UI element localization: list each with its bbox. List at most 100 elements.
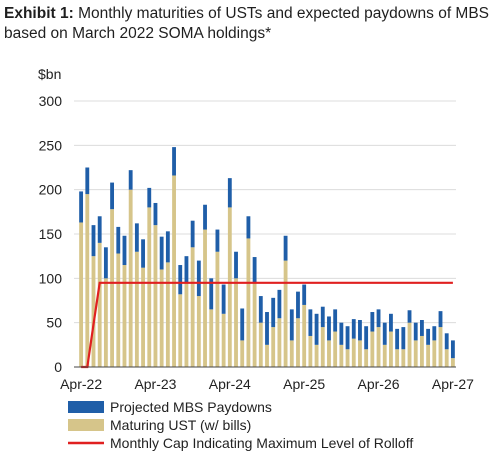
bar-mbs [178, 265, 183, 295]
bar-ust [314, 344, 319, 367]
bar-mbs [184, 256, 189, 283]
bar-mbs [79, 191, 84, 223]
bar-ust [159, 269, 164, 367]
bar-ust [289, 340, 294, 367]
bar-ust [184, 282, 189, 367]
bar-mbs [296, 291, 300, 319]
bar-mbs [370, 312, 375, 332]
chart-title: Exhibit 1: Monthly maturities of USTs an… [4, 4, 496, 44]
bar-mbs [426, 328, 431, 345]
bar-ust [376, 327, 381, 367]
bar-mbs [327, 316, 331, 341]
bar-ust [413, 340, 418, 367]
bar-ust [327, 340, 331, 367]
bar-ust [122, 265, 127, 367]
bar-mbs [345, 326, 350, 350]
y-tick-labels: 0 50 100 150 200 250 300 [39, 93, 63, 375]
bar-ust [308, 335, 313, 367]
title-text: Monthly maturities of USTs and expected … [4, 5, 490, 42]
bar-ust [401, 349, 406, 367]
bar-ust [172, 175, 176, 367]
bar-mbs [432, 326, 437, 341]
bar-mbs [277, 289, 282, 319]
bar-ust [203, 229, 207, 367]
bar-ust [116, 253, 121, 367]
bar-ust [345, 349, 350, 367]
bar-mbs [215, 229, 220, 252]
bar-ust [389, 331, 393, 367]
bar-ust [426, 344, 431, 367]
legend-swatch [68, 401, 104, 413]
x-tick-label: Apr-23 [134, 376, 176, 392]
bar-ust [265, 344, 269, 367]
bar-mbs [289, 309, 294, 341]
bar-mbs [165, 231, 170, 263]
bar-mbs [271, 297, 276, 328]
bar-ust [240, 340, 245, 367]
bar-mbs [85, 167, 90, 195]
bar-mbs [320, 306, 325, 328]
legend-label: Projected MBS Paydowns [110, 399, 272, 415]
bar-mbs [308, 309, 313, 336]
bar-mbs [413, 322, 418, 341]
bar-ust [320, 327, 325, 367]
bar-ust [370, 331, 375, 367]
bar-mbs [389, 313, 393, 332]
bar-mbs [97, 216, 102, 243]
bar-ust [178, 294, 183, 367]
exhibit-label: Exhibit 1: [4, 5, 74, 22]
bar-mbs [110, 182, 115, 210]
legend: Projected MBS Paydowns Maturing UST (w/ b… [68, 399, 413, 451]
bar-mbs [240, 308, 245, 341]
bar-mbs [283, 235, 288, 261]
bar-ust [141, 267, 145, 367]
bar-ust [246, 238, 251, 367]
cap-line-group [81, 281, 453, 369]
bar-ust [450, 358, 455, 367]
bar-ust [85, 194, 90, 367]
bar-ust [283, 260, 288, 367]
bar-ust [128, 189, 133, 367]
bar-mbs [314, 313, 319, 345]
bar-ust [271, 327, 276, 367]
legend-label: Monthly Cap Indicating Maximum Level of … [110, 435, 413, 451]
bar-ust [277, 318, 282, 367]
bar-mbs [103, 247, 108, 279]
bar-ust [302, 304, 307, 367]
y-unit-label: $bn [38, 66, 61, 82]
bar-mbs [159, 236, 164, 270]
bar-mbs [190, 220, 195, 248]
x-tick-label: Apr-24 [209, 376, 251, 392]
bar-mbs [364, 326, 369, 350]
bar-mbs [382, 322, 387, 345]
bar-mbs [419, 320, 424, 336]
y-tick-label: 0 [54, 359, 62, 375]
bar-ust [221, 313, 226, 367]
legend-label: Maturing UST (w/ bills) [110, 417, 251, 433]
bar-mbs [203, 204, 207, 230]
bar-mbs [221, 284, 226, 314]
bar-mbs [376, 309, 381, 328]
bar-mbs [333, 309, 338, 332]
bar-ust [358, 340, 362, 367]
bar-mbs [128, 170, 133, 190]
bar-mbs [147, 187, 152, 208]
bar-ust [134, 251, 139, 367]
bar-ust [153, 225, 158, 367]
bar-ust [97, 242, 102, 367]
bar-mbs [116, 226, 121, 254]
bar-ust [333, 331, 338, 367]
y-tick-label: 250 [39, 137, 63, 153]
x-tick-label: Apr-22 [60, 376, 102, 392]
bar-ust [382, 344, 387, 367]
bar-mbs [227, 178, 232, 208]
bar-ust [258, 322, 263, 367]
bar-mbs [134, 223, 139, 252]
bar-ust [438, 327, 443, 367]
bar-mbs [339, 322, 344, 345]
x-tick-label: Apr-26 [358, 376, 400, 392]
bar-mbs [395, 328, 400, 350]
y-tick-label: 150 [39, 226, 63, 242]
